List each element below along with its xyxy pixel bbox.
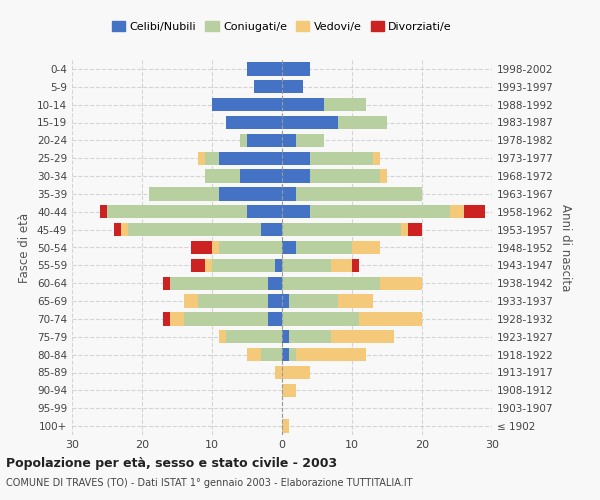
Bar — [268, 276, 282, 290]
Bar — [205, 170, 240, 183]
Bar — [373, 152, 380, 165]
Bar — [163, 312, 170, 326]
Bar — [170, 312, 184, 326]
Bar — [359, 312, 422, 326]
Y-axis label: Anni di nascita: Anni di nascita — [559, 204, 572, 291]
Bar — [331, 330, 394, 344]
Bar — [352, 241, 380, 254]
Text: COMUNE DI TRAVES (TO) - Dati ISTAT 1° gennaio 2003 - Elaborazione TUTTITALIA.IT: COMUNE DI TRAVES (TO) - Dati ISTAT 1° ge… — [6, 478, 413, 488]
Bar — [282, 116, 338, 129]
Bar — [282, 258, 331, 272]
Text: Popolazione per età, sesso e stato civile - 2003: Popolazione per età, sesso e stato civil… — [6, 458, 337, 470]
Bar — [219, 152, 282, 165]
Bar — [282, 62, 310, 76]
Bar — [268, 294, 282, 308]
Bar — [282, 170, 310, 183]
Bar — [247, 62, 282, 76]
Bar — [212, 258, 275, 272]
Bar — [282, 98, 324, 112]
Bar — [380, 170, 387, 183]
Bar — [170, 276, 268, 290]
Bar — [289, 330, 331, 344]
Bar — [184, 312, 268, 326]
Bar — [352, 258, 359, 272]
Bar — [464, 205, 485, 218]
Bar — [296, 348, 366, 362]
Bar — [289, 348, 296, 362]
Bar — [254, 80, 282, 94]
Bar — [296, 241, 352, 254]
Bar — [247, 348, 261, 362]
Bar — [219, 187, 282, 200]
Bar — [324, 98, 366, 112]
Bar — [289, 294, 338, 308]
Bar — [261, 223, 282, 236]
Bar — [296, 134, 324, 147]
Bar — [198, 152, 205, 165]
Bar — [450, 205, 464, 218]
Bar — [282, 312, 359, 326]
Bar — [282, 330, 289, 344]
Bar — [275, 258, 282, 272]
Bar — [310, 152, 373, 165]
Bar — [226, 330, 282, 344]
Bar — [282, 384, 296, 397]
Bar — [401, 223, 408, 236]
Bar — [184, 294, 198, 308]
Bar — [149, 187, 219, 200]
Bar — [296, 187, 422, 200]
Bar — [282, 134, 296, 147]
Bar — [121, 223, 128, 236]
Bar — [226, 116, 282, 129]
Bar — [219, 330, 226, 344]
Bar — [240, 170, 282, 183]
Bar — [212, 98, 282, 112]
Bar — [282, 241, 296, 254]
Bar — [282, 80, 303, 94]
Bar — [338, 116, 387, 129]
Bar — [247, 134, 282, 147]
Bar — [282, 205, 310, 218]
Y-axis label: Fasce di età: Fasce di età — [19, 212, 31, 282]
Bar — [219, 241, 282, 254]
Bar — [114, 223, 121, 236]
Bar — [282, 187, 296, 200]
Bar — [191, 258, 205, 272]
Bar — [282, 276, 380, 290]
Bar — [205, 258, 212, 272]
Legend: Celibi/Nubili, Coniugati/e, Vedovi/e, Divorziati/e: Celibi/Nubili, Coniugati/e, Vedovi/e, Di… — [107, 17, 457, 36]
Bar — [282, 223, 401, 236]
Bar — [331, 258, 352, 272]
Bar — [163, 276, 170, 290]
Bar — [282, 420, 289, 433]
Bar — [282, 348, 289, 362]
Bar — [100, 205, 107, 218]
Bar — [310, 170, 380, 183]
Bar — [275, 366, 282, 379]
Bar — [268, 312, 282, 326]
Bar — [282, 294, 289, 308]
Bar — [107, 205, 247, 218]
Bar — [205, 152, 219, 165]
Bar — [338, 294, 373, 308]
Bar — [212, 241, 219, 254]
Bar — [261, 348, 282, 362]
Bar — [240, 134, 247, 147]
Bar — [408, 223, 422, 236]
Bar — [310, 205, 450, 218]
Bar — [282, 366, 310, 379]
Bar — [380, 276, 422, 290]
Bar — [282, 152, 310, 165]
Bar — [247, 205, 282, 218]
Bar — [191, 241, 212, 254]
Bar — [198, 294, 268, 308]
Bar — [128, 223, 261, 236]
